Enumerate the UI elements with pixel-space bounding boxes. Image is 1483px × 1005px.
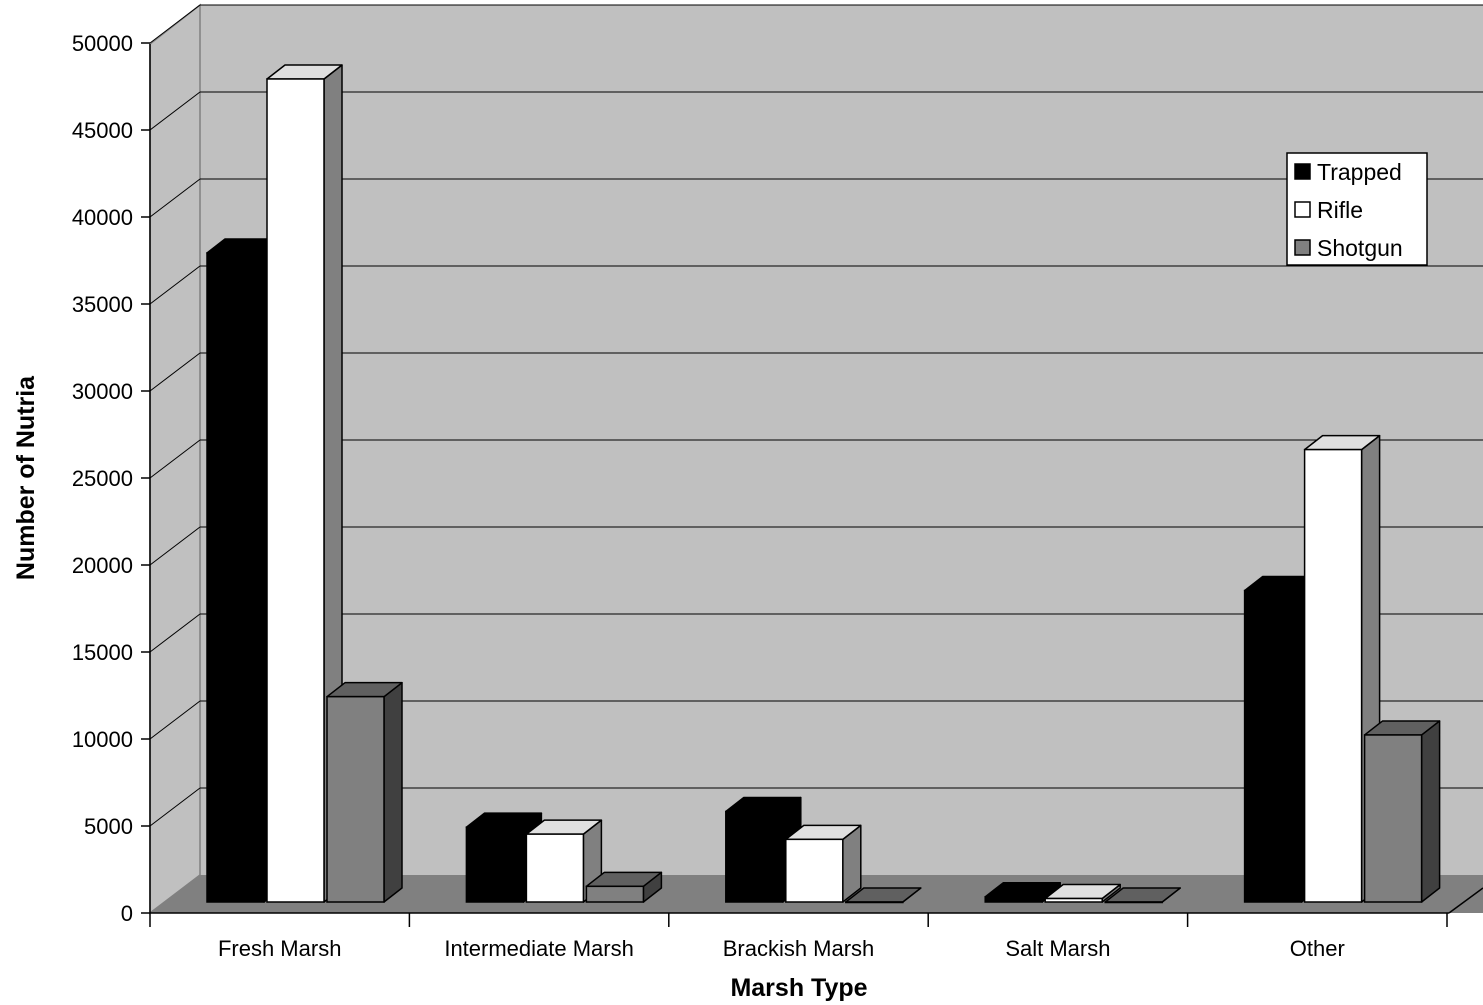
y-tick-label: 10000	[72, 727, 133, 752]
x-axis-depth-edge	[1448, 887, 1483, 914]
x-axis-title: Marsh Type	[730, 974, 867, 1002]
bar-front	[585, 885, 645, 903]
y-tick-label: 0	[121, 901, 133, 926]
x-tick-label: Other	[1290, 936, 1345, 961]
legend-swatch	[1294, 239, 1311, 256]
plot-back-wall	[150, 5, 1483, 913]
bar	[785, 824, 862, 903]
bar	[1104, 887, 1181, 904]
bar	[326, 681, 403, 903]
y-axis-title: Number of Nutria	[12, 375, 40, 580]
bar-front	[845, 901, 904, 904]
bar	[585, 871, 663, 903]
bar-front	[525, 833, 585, 903]
gridlines	[149, 4, 1483, 827]
legend-swatch	[1294, 163, 1311, 180]
legend-label: Shotgun	[1317, 235, 1403, 261]
x-tick-label: Fresh Marsh	[218, 936, 341, 961]
legend-label: Rifle	[1317, 197, 1363, 223]
gridline-side	[149, 787, 201, 827]
y-tick-label: 15000	[72, 640, 133, 665]
bar-front	[465, 826, 525, 903]
bar	[1044, 883, 1121, 903]
x-tick-label: Salt Marsh	[1005, 936, 1110, 961]
bar-front	[1044, 897, 1103, 903]
gridline-side	[149, 439, 201, 479]
legend: Trapped Rifle Shotgun	[1286, 152, 1428, 266]
y-tick-label: 20000	[72, 553, 133, 578]
bar-front	[1243, 589, 1303, 903]
y-tick-label: 35000	[72, 292, 133, 317]
bar-side	[383, 681, 403, 903]
gridline-side	[149, 352, 201, 392]
y-axis: 0 5000 10000 15000 20000 25000 30000 35000 40000…	[72, 31, 151, 926]
gridline-side	[149, 526, 201, 566]
bar-front	[1303, 448, 1363, 903]
bar-side	[1420, 720, 1441, 903]
gridline-side	[149, 91, 201, 131]
bar-front	[1363, 734, 1423, 903]
x-axis: Fresh Marsh Intermediate Marsh Brackish Ma…	[149, 887, 1483, 961]
legend-swatch	[1294, 201, 1311, 218]
bar	[525, 819, 603, 903]
gridline-side	[149, 265, 201, 305]
bar-front	[1104, 901, 1163, 904]
y-tick-label: 40000	[72, 205, 133, 230]
gridline-side	[149, 4, 201, 44]
bar-front	[785, 838, 844, 903]
legend-label: Trapped	[1317, 159, 1402, 185]
bar	[845, 887, 922, 904]
bar-front	[984, 896, 1043, 903]
bars	[206, 64, 1441, 904]
bar-front	[725, 810, 784, 903]
y-tick-label: 25000	[72, 466, 133, 491]
bar-front	[326, 695, 385, 903]
gridline-side	[149, 613, 201, 653]
y-tick-label: 30000	[72, 379, 133, 404]
bar-front	[266, 78, 325, 903]
y-tick-label: 45000	[72, 118, 133, 143]
gridline-side	[149, 178, 201, 218]
y-tick-label: 5000	[84, 814, 133, 839]
gridline-side	[149, 700, 201, 740]
bar-front	[206, 252, 265, 903]
y-tick-label: 50000	[72, 31, 133, 56]
bar	[1363, 720, 1441, 903]
x-tick-label: Intermediate Marsh	[444, 936, 634, 961]
x-tick-label: Brackish Marsh	[723, 936, 875, 961]
